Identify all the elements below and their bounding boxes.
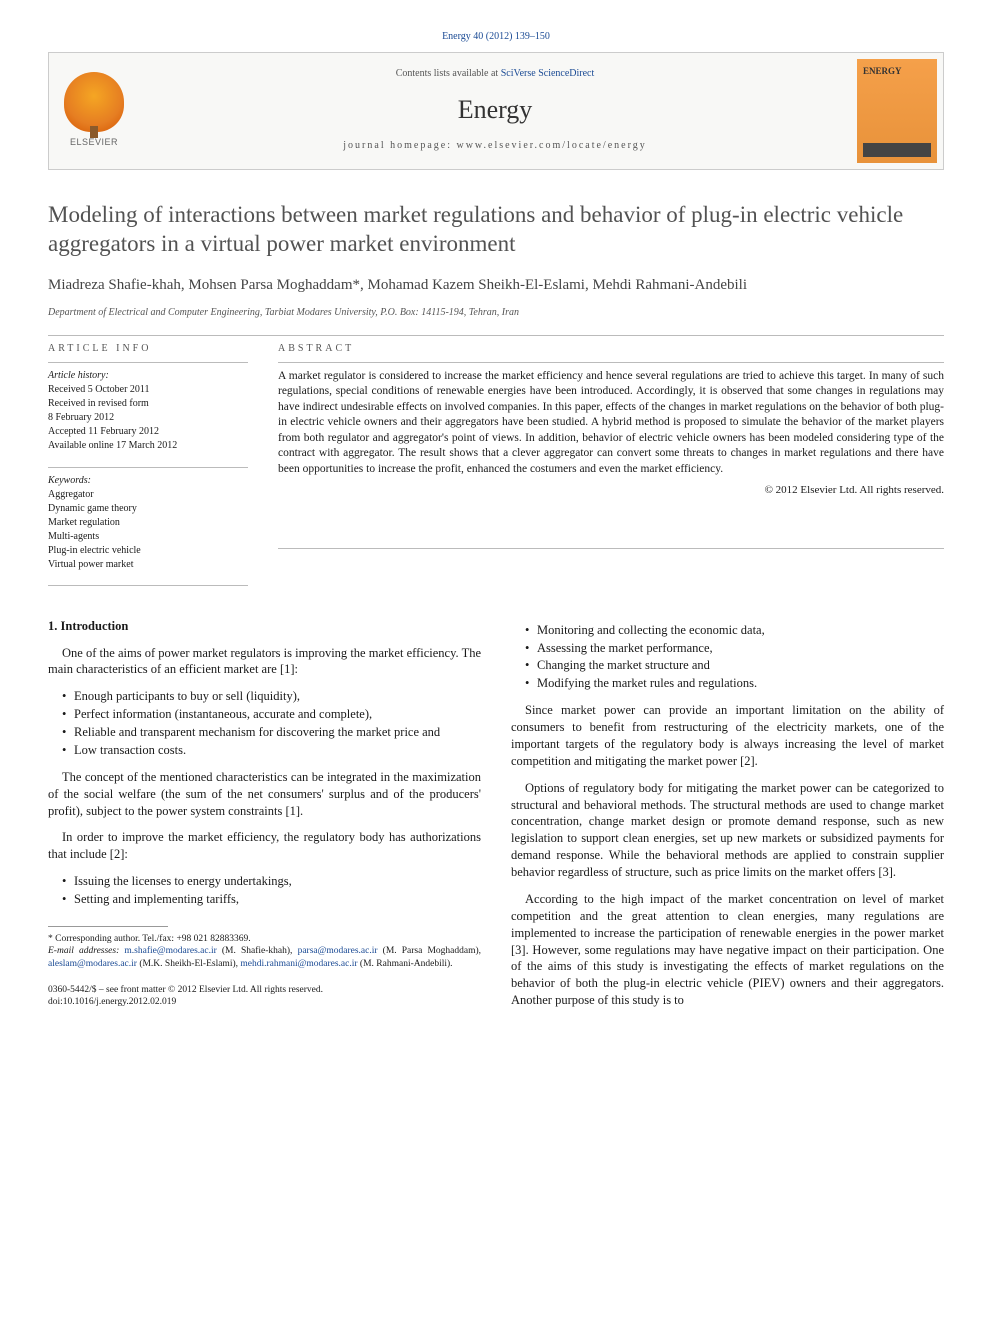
list-item: Reliable and transparent mechanism for d… (62, 724, 481, 741)
divider (48, 467, 248, 468)
citation-line: Energy 40 (2012) 139–150 (48, 30, 944, 44)
info-abstract-row: ARTICLE INFO Article history: Received 5… (48, 342, 944, 586)
bullet-list: Monitoring and collecting the economic d… (511, 622, 944, 693)
divider (48, 335, 944, 336)
affiliation: Department of Electrical and Computer En… (48, 306, 944, 320)
cover-strip (863, 143, 931, 157)
keyword: Multi-agents (48, 530, 248, 544)
author-email-link[interactable]: m.shafie@modares.ac.ir (124, 946, 216, 956)
page: Energy 40 (2012) 139–150 ELSEVIER Conten… (0, 0, 992, 1059)
right-column: Monitoring and collecting the economic d… (511, 618, 944, 1019)
list-item: Perfect information (instantaneous, accu… (62, 706, 481, 723)
keywords-block: Keywords: Aggregator Dynamic game theory… (48, 474, 248, 572)
revised-line1: Received in revised form (48, 397, 248, 411)
publisher-logo-block: ELSEVIER (49, 53, 139, 169)
cover-title: ENERGY (863, 65, 902, 77)
left-column: 1. Introduction One of the aims of power… (48, 618, 481, 1019)
accepted-date: Accepted 11 February 2012 (48, 425, 248, 439)
article-history: Article history: Received 5 October 2011… (48, 369, 248, 453)
journal-cover-thumb: ENERGY (857, 59, 937, 163)
revised-line2: 8 February 2012 (48, 411, 248, 425)
keyword: Aggregator (48, 488, 248, 502)
list-item: Issuing the licenses to energy undertaki… (62, 873, 481, 890)
author-name-paren: (M. Parsa Moghaddam), (383, 946, 481, 956)
homepage-prefix: journal homepage: (343, 140, 456, 151)
list-item: Setting and implementing tariffs, (62, 891, 481, 908)
article-info-heading: ARTICLE INFO (48, 342, 248, 356)
keyword: Market regulation (48, 516, 248, 530)
abstract-text: A market regulator is considered to incr… (278, 369, 944, 478)
issn-copyright: 0360-5442/$ – see front matter © 2012 El… (48, 984, 481, 996)
author-name-paren: (M.K. Sheikh-El-Eslami), (139, 959, 238, 969)
bullet-list: Enough participants to buy or sell (liqu… (48, 688, 481, 759)
author-name-paren: (M. Rahmani-Andebili). (360, 959, 453, 969)
divider (278, 362, 944, 363)
footnotes: * Corresponding author. Tel./fax: +98 02… (48, 933, 481, 970)
list-item: Changing the market structure and (525, 657, 944, 674)
author-email-link[interactable]: mehdi.rahmani@modares.ac.ir (240, 959, 357, 969)
keywords-label: Keywords: (48, 474, 248, 488)
homepage-line: journal homepage: www.elsevier.com/locat… (159, 139, 831, 153)
abstract-copyright: © 2012 Elsevier Ltd. All rights reserved… (278, 483, 944, 498)
contents-prefix: Contents lists available at (396, 68, 501, 79)
header-center: Contents lists available at SciVerse Sci… (139, 53, 851, 169)
paragraph: According to the high impact of the mark… (511, 891, 944, 1009)
doi-line: doi:10.1016/j.energy.2012.02.019 (48, 996, 481, 1008)
history-label: Article history: (48, 369, 248, 383)
journal-name: Energy (159, 92, 831, 127)
keyword: Virtual power market (48, 558, 248, 572)
footnote-separator (48, 926, 168, 927)
author-email-link[interactable]: parsa@modares.ac.ir (298, 946, 378, 956)
article-title: Modeling of interactions between market … (48, 200, 944, 260)
paragraph: Since market power can provide an import… (511, 702, 944, 770)
sciencedirect-link[interactable]: SciVerse ScienceDirect (501, 68, 595, 79)
contents-line: Contents lists available at SciVerse Sci… (159, 67, 831, 81)
bullet-list: Issuing the licenses to energy undertaki… (48, 873, 481, 908)
abstract-heading: ABSTRACT (278, 342, 944, 356)
paragraph: The concept of the mentioned characteris… (48, 769, 481, 820)
elsevier-tree-icon (64, 72, 124, 132)
received-date: Received 5 October 2011 (48, 383, 248, 397)
section-heading-intro: 1. Introduction (48, 618, 481, 635)
article-info-column: ARTICLE INFO Article history: Received 5… (48, 342, 248, 586)
journal-header: ELSEVIER Contents lists available at Sci… (48, 52, 944, 170)
list-item: Modifying the market rules and regulatio… (525, 675, 944, 692)
keyword: Dynamic game theory (48, 502, 248, 516)
author-name-paren: (M. Shafie-khah), (222, 946, 293, 956)
email-addresses: E-mail addresses: m.shafie@modares.ac.ir… (48, 945, 481, 970)
homepage-url[interactable]: www.elsevier.com/locate/energy (456, 140, 646, 151)
emails-label: E-mail addresses: (48, 946, 119, 956)
list-item: Assessing the market performance, (525, 640, 944, 657)
keyword: Plug-in electric vehicle (48, 544, 248, 558)
online-date: Available online 17 March 2012 (48, 439, 248, 453)
author-line: Miadreza Shafie-khah, Mohsen Parsa Mogha… (48, 275, 944, 295)
list-item: Monitoring and collecting the economic d… (525, 622, 944, 639)
author-email-link[interactable]: aleslam@modares.ac.ir (48, 959, 137, 969)
paragraph: One of the aims of power market regulato… (48, 645, 481, 679)
front-matter: 0360-5442/$ – see front matter © 2012 El… (48, 984, 481, 1009)
abstract-column: ABSTRACT A market regulator is considere… (278, 342, 944, 586)
divider (278, 548, 944, 549)
list-item: Enough participants to buy or sell (liqu… (62, 688, 481, 705)
paragraph: In order to improve the market efficienc… (48, 829, 481, 863)
list-item: Low transaction costs. (62, 742, 481, 759)
divider (48, 362, 248, 363)
corresponding-author: * Corresponding author. Tel./fax: +98 02… (48, 933, 481, 945)
paragraph: Options of regulatory body for mitigatin… (511, 780, 944, 881)
body-two-column: 1. Introduction One of the aims of power… (48, 618, 944, 1019)
